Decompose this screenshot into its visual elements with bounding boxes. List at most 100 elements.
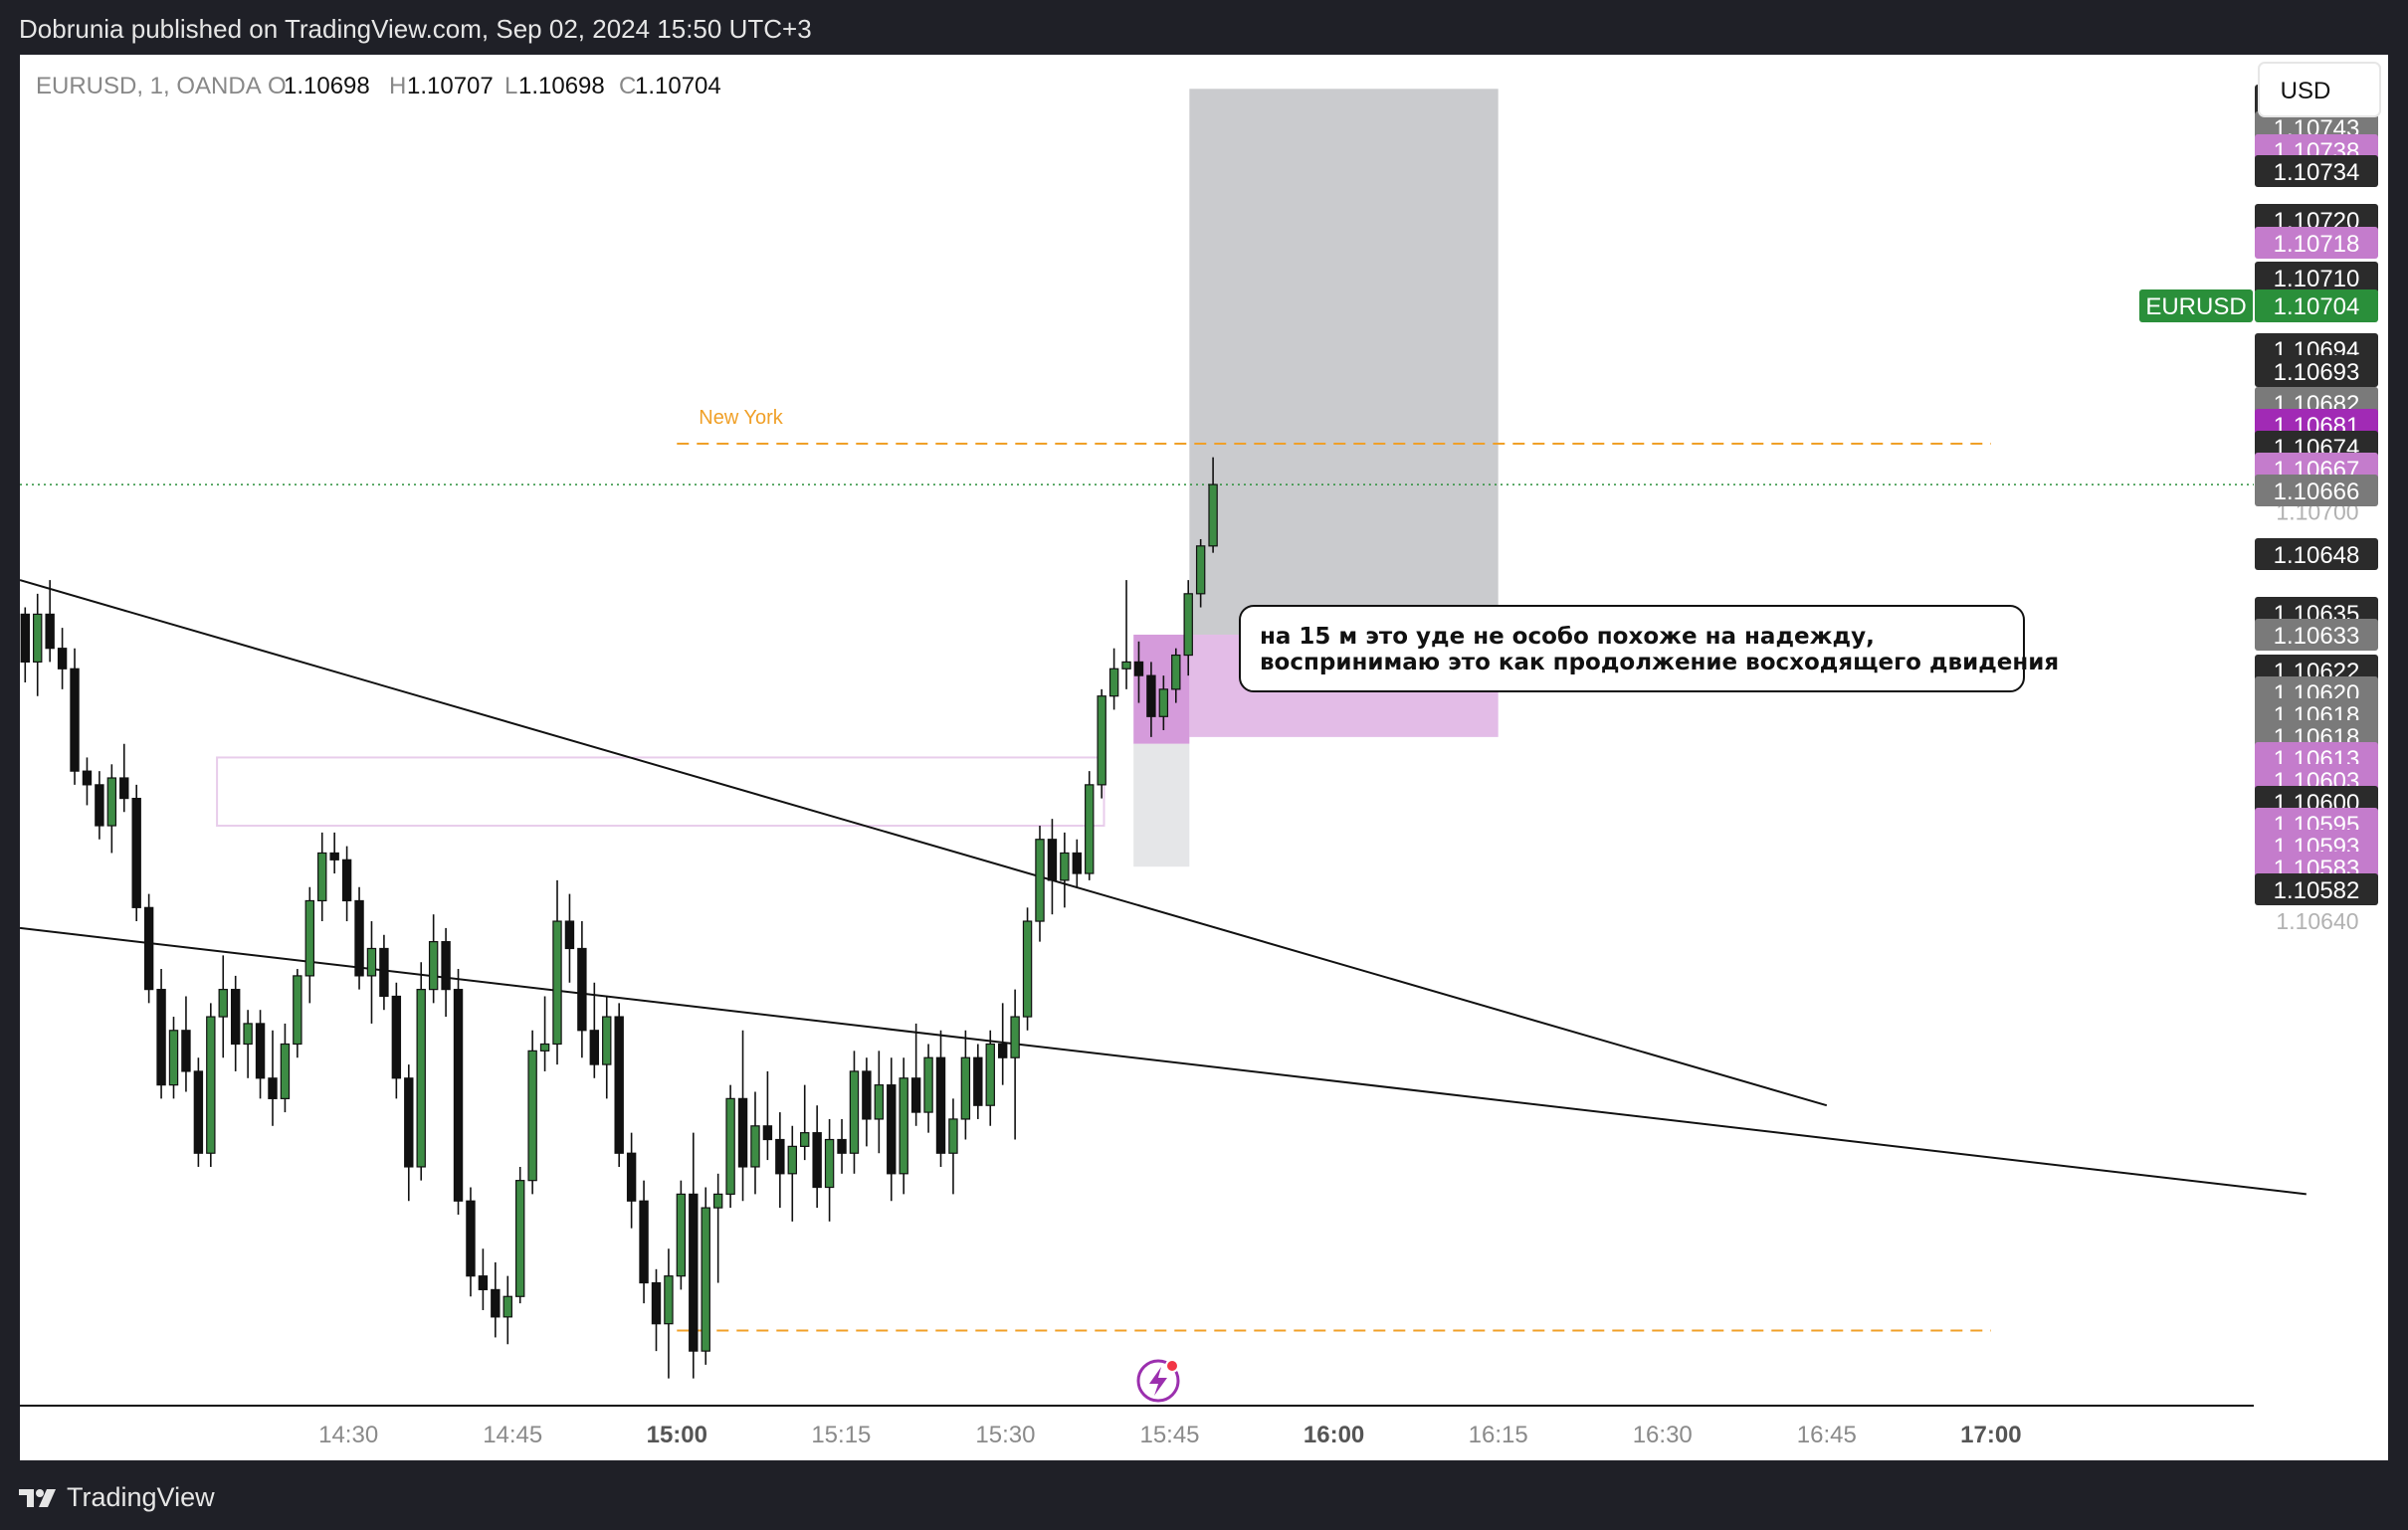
candle [1146,662,1156,737]
candle [539,996,550,1071]
price-tag-label: 1.10648 [2274,542,2360,569]
legend-close: 1.10704 [635,73,721,99]
candle-body [218,989,228,1018]
candle-body [206,1016,216,1154]
candle [1121,580,1131,689]
candle-body [899,1077,908,1175]
candle-body [701,1207,710,1352]
candle [243,1010,253,1078]
lightning-icon[interactable] [1136,1359,1180,1403]
candle-body [651,1281,662,1325]
candle-body [515,1180,525,1297]
candle-body [1022,920,1033,1018]
tradingview-logo[interactable]: TradingView [19,1482,215,1513]
time-tick-label: 16:30 [1633,1422,1693,1448]
time-tick-label: 14:45 [483,1422,542,1448]
prior-range[interactable] [216,756,1105,828]
candle-body [676,1193,687,1277]
trendline[interactable] [20,926,2307,1196]
price-tag: 1.10693 [2255,355,2378,387]
long-position-target[interactable] [1189,89,1499,635]
candle [366,921,377,1024]
currency-button[interactable]: USD [2258,62,2381,117]
candle-body [602,1016,612,1065]
time-axis[interactable]: 14:30 14:45 15:00 15:15 15:30 15:45 16:00 16:15… [318,1422,2021,1448]
candle-body [255,1023,266,1079]
candle-body [614,1016,624,1154]
candles [20,457,1218,1379]
candle [255,1010,266,1099]
candle-body [168,1030,179,1086]
trendline[interactable] [20,579,1828,1107]
candle-body [737,1097,748,1168]
candle [614,1003,624,1167]
candle-body [82,770,93,786]
candle [887,1057,897,1202]
candle [960,1030,971,1140]
note-callout[interactable]: на 15 м это уде не особо похоже на надеж… [1239,605,2059,692]
candle-body [366,947,377,977]
candle [218,955,228,1058]
candle [689,1132,699,1379]
candle [1085,771,1095,880]
candle [168,1017,179,1099]
legend-low: 1.10698 [518,73,605,99]
price-axis[interactable]: 1.107301.107001.106401.107501.107431.107… [2139,85,2378,934]
legend-symbol: EURUSD, 1, OANDA [36,73,262,99]
price-tag-bg [2255,873,2378,905]
time-tick-label: 15:45 [1139,1422,1199,1448]
stop-zone[interactable] [1133,743,1190,867]
candle-body [923,1056,933,1113]
price-tag-bg [2255,355,2378,387]
legend-c-label: C [619,73,636,99]
candle-body [491,1288,501,1318]
candle [762,1070,773,1161]
candle [428,914,439,1004]
last-price-symbol: EURUSD [2145,293,2246,320]
chart-canvas[interactable]: New York на 15 м это уде не особо похоже… [20,55,2388,1460]
candle [466,1187,476,1297]
candle [701,1187,710,1365]
candle-body [441,941,451,991]
tradingview-logo-icon [19,1488,56,1507]
session-lines: New York [20,407,2254,1332]
time-tick-label: 14:30 [318,1422,378,1448]
candle-body [156,989,166,1086]
candle [391,982,402,1099]
candle [552,879,562,1065]
trendlines[interactable] [20,579,2307,1196]
price-tag-label: 1.10734 [2274,159,2360,186]
candle-body [1208,483,1218,547]
price-tag: 1.10718 [2255,227,2378,259]
candle [910,1023,921,1126]
time-tick-label: 17:00 [1960,1422,2021,1448]
candle [280,1023,291,1113]
candle [82,757,93,806]
candle [1171,648,1181,703]
currency-button-frame[interactable] [2258,62,2381,117]
candle [119,743,129,813]
candle [973,1044,983,1119]
candle-body [106,777,117,827]
candle [515,1166,525,1304]
time-tick-label: 16:15 [1469,1422,1528,1448]
note-line-2: воспринимаю это как продолжение восходящ… [1260,650,2059,675]
candle [1158,675,1169,730]
candle-body [329,852,339,861]
candle [577,921,587,1058]
candle-body [379,947,389,998]
candle [95,771,104,840]
candle-body [57,648,68,669]
candle [787,1125,797,1222]
candle [1133,641,1144,703]
candle-body [712,1193,723,1209]
candle [824,1118,835,1222]
candle-body [119,777,129,800]
candle [193,1057,204,1167]
candle-body [1158,688,1169,717]
candle-body [1010,1016,1020,1058]
candle-body [280,1043,291,1099]
currency-label: USD [2281,78,2331,104]
last-price-tag[interactable]: EURUSD 1.10704 [2139,289,2378,322]
candle [341,846,352,922]
